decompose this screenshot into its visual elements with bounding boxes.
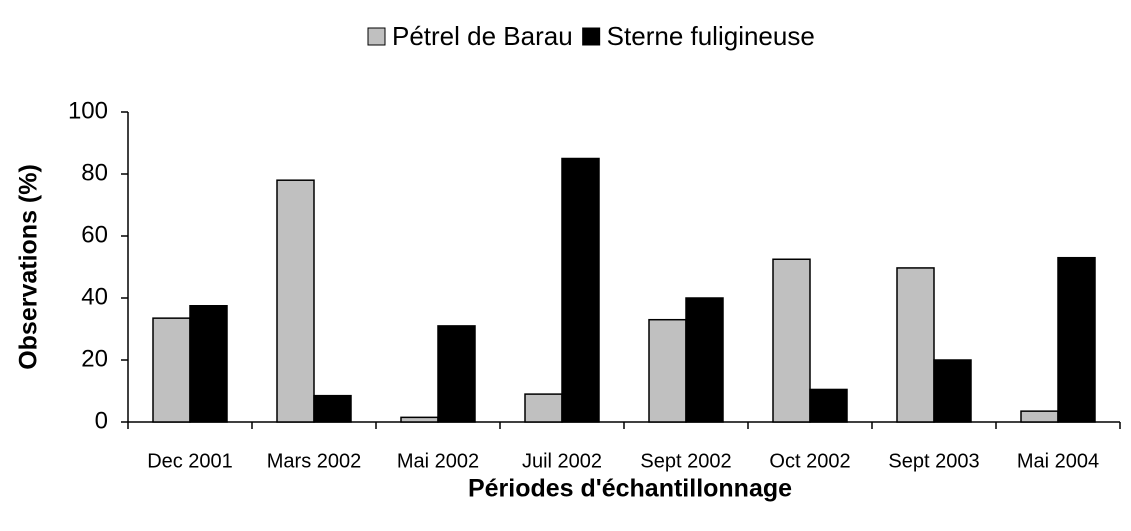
x-tick-label: Sept 2003 — [888, 450, 979, 472]
legend-swatch — [582, 27, 601, 46]
x-tick-label: Dec 2001 — [147, 450, 233, 472]
y-tick-label: 80 — [81, 159, 108, 186]
x-tick-label: Mai 2004 — [1017, 450, 1099, 472]
bar — [896, 267, 935, 423]
y-axis-label: Observations (%) — [15, 164, 43, 370]
y-tick-label: 0 — [95, 407, 108, 434]
bar — [313, 394, 352, 423]
legend-label: Sterne fuligineuse — [607, 21, 815, 51]
x-tick-label: Mai 2002 — [397, 450, 479, 472]
bar — [561, 157, 600, 423]
y-tick-label: 40 — [81, 283, 108, 310]
bar — [276, 179, 315, 423]
bar — [685, 297, 724, 423]
x-tick-label: Oct 2002 — [769, 450, 850, 472]
legend-label: Pétrel de Barau — [392, 21, 573, 51]
bar — [524, 393, 563, 423]
x-tick-label: Sept 2002 — [640, 450, 731, 472]
bar — [1057, 256, 1096, 423]
bar — [400, 416, 439, 423]
bar — [648, 318, 687, 423]
y-tick-label: 100 — [68, 97, 108, 124]
bar — [1020, 410, 1059, 423]
x-axis-label: Périodes d'échantillonnage — [468, 475, 792, 503]
legend-swatch — [367, 27, 386, 46]
y-tick-label: 20 — [81, 345, 108, 372]
bar — [189, 305, 228, 423]
bar — [809, 388, 848, 423]
bar — [933, 359, 972, 423]
x-tick-label: Juil 2002 — [522, 450, 602, 472]
bar — [437, 325, 476, 423]
y-tick-label: 60 — [81, 221, 108, 248]
x-tick-label: Mars 2002 — [267, 450, 362, 472]
bar — [772, 258, 811, 423]
bar — [152, 317, 191, 423]
